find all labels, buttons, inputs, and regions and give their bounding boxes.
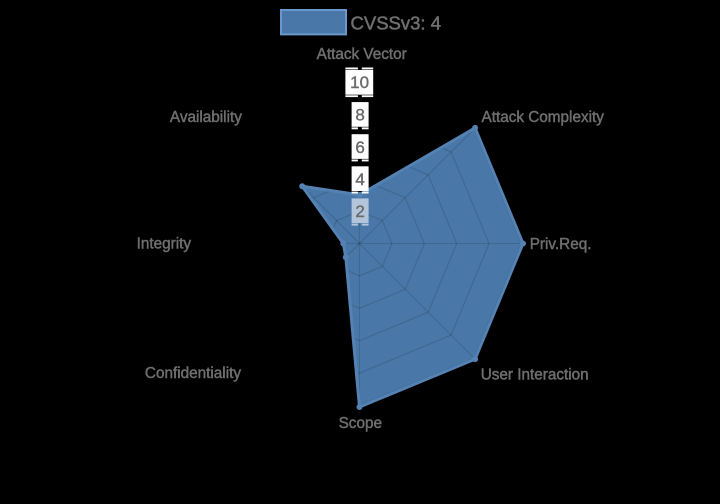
svg-text:8: 8 <box>355 106 364 125</box>
svg-text:10: 10 <box>350 73 369 92</box>
svg-text:Attack Complexity: Attack Complexity <box>482 109 605 126</box>
svg-text:4: 4 <box>355 170 364 189</box>
svg-text:Integrity: Integrity <box>137 236 192 253</box>
svg-text:Scope: Scope <box>339 415 382 432</box>
svg-text:User Interaction: User Interaction <box>481 366 589 383</box>
svg-text:Availability: Availability <box>170 109 242 126</box>
svg-text:Confidentiality: Confidentiality <box>145 365 241 382</box>
svg-text:Attack Vector: Attack Vector <box>317 46 407 63</box>
svg-text:6: 6 <box>355 138 364 157</box>
svg-text:CVSSv3: 4: CVSSv3: 4 <box>351 13 442 34</box>
svg-text:2: 2 <box>355 202 364 221</box>
svg-text:Priv.Req.: Priv.Req. <box>530 236 592 253</box>
